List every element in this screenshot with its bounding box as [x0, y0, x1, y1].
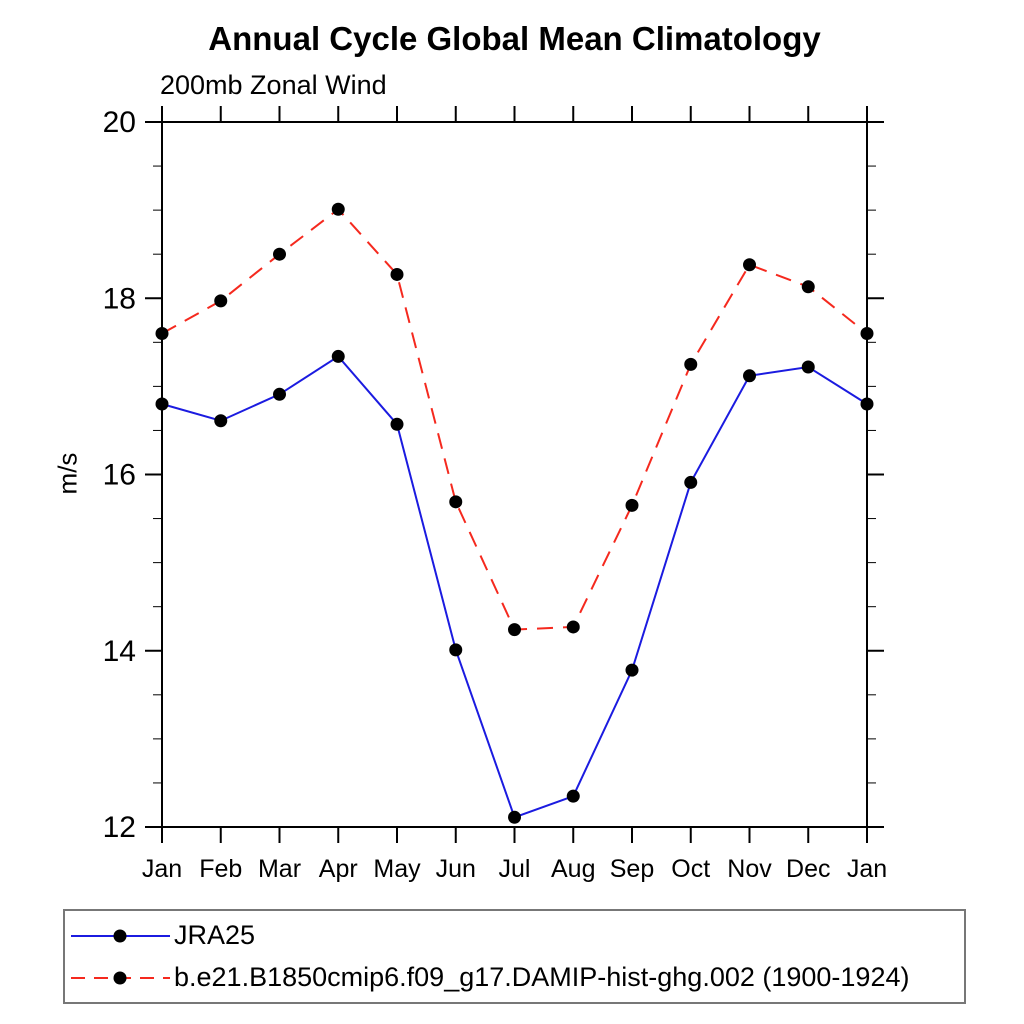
y-tick-label: 18	[103, 282, 136, 315]
x-tick-label: Aug	[551, 855, 595, 883]
data-point-marker	[743, 258, 756, 272]
x-tick-label: Sep	[610, 855, 654, 883]
data-point-marker	[273, 387, 286, 401]
x-tick-label: Jan	[847, 855, 887, 883]
data-point-marker	[155, 397, 169, 411]
legend-item-jra25: JRA25	[65, 915, 964, 957]
plot-frame	[161, 121, 868, 828]
legend-marker-icon	[113, 971, 127, 984]
data-point-marker	[625, 498, 639, 512]
legend-key-dashed-line	[71, 971, 170, 984]
data-point-marker	[214, 294, 228, 308]
x-tick-label: Jul	[499, 855, 531, 883]
y-tick-label: 14	[103, 635, 136, 668]
data-point-marker	[860, 327, 874, 340]
data-point-marker	[801, 360, 815, 374]
legend-key-solid-line	[71, 929, 170, 942]
data-point-marker	[625, 663, 639, 677]
y-tick-label: 12	[103, 811, 136, 844]
x-tick-label: Apr	[319, 855, 358, 883]
data-point-marker	[684, 357, 698, 371]
y-tick-label: 16	[103, 459, 136, 492]
data-point-marker	[566, 620, 580, 634]
chart-title: Annual Cycle Global Mean Climatology	[208, 20, 821, 57]
data-point-marker	[214, 414, 228, 428]
data-point-marker	[684, 475, 698, 489]
data-point-marker	[390, 417, 404, 431]
legend-marker-icon	[113, 929, 127, 942]
y-tick-label: 20	[103, 106, 136, 139]
data-point-marker	[566, 789, 580, 803]
x-tick-label: Jun	[436, 855, 476, 883]
data-point-marker	[390, 267, 404, 281]
data-point-marker	[860, 397, 874, 411]
x-tick-label: Nov	[727, 855, 772, 883]
series-line-1	[161, 207, 868, 631]
data-point-marker	[155, 327, 169, 340]
x-tick-label: Dec	[786, 855, 830, 883]
data-point-marker	[331, 202, 345, 216]
legend-label: JRA25	[174, 920, 256, 950]
x-tick-label: Oct	[671, 855, 710, 883]
series-line-0	[161, 355, 868, 819]
x-tick-label: Feb	[199, 855, 242, 883]
data-point-marker	[273, 247, 286, 261]
x-tick-label: May	[373, 855, 421, 883]
legend-item-model: b.e21.B1850cmip6.f09_g17.DAMIP-hist-ghg.…	[65, 957, 964, 999]
legend-label: b.e21.B1850cmip6.f09_g17.DAMIP-hist-ghg.…	[174, 962, 910, 992]
legend: JRA25 b.e21.B1850cmip6.f09_g17.DAMIP-his…	[63, 909, 966, 1004]
data-point-marker	[508, 810, 521, 824]
data-point-marker	[449, 495, 463, 509]
x-tick-label: Mar	[258, 855, 301, 883]
data-point-marker	[801, 280, 815, 294]
chart-subtitle: 200mb Zonal Wind	[160, 70, 387, 100]
data-point-marker	[743, 369, 756, 383]
x-tick-label: Jan	[142, 855, 182, 883]
data-point-marker	[449, 643, 463, 657]
data-point-marker	[331, 349, 345, 363]
data-point-marker	[508, 623, 521, 637]
